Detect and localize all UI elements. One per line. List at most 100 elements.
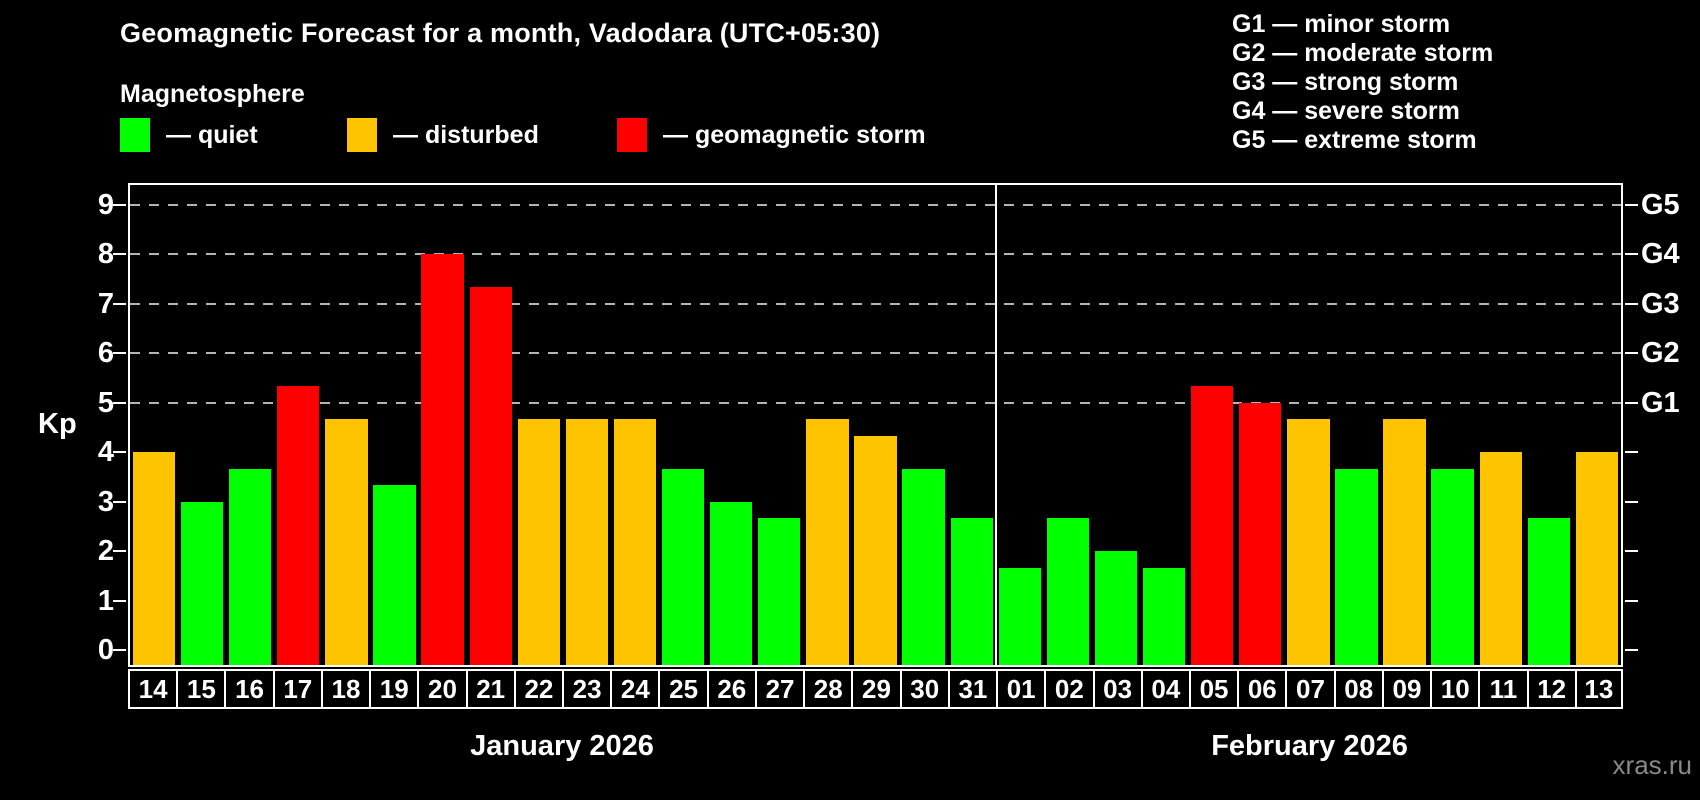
y-axis-tick-right-9	[1625, 203, 1638, 206]
kp-bar-january-30	[902, 468, 945, 665]
y-axis-tick-label-9: 9	[97, 188, 114, 221]
g-scale-legend: G1 — minor storm G2 — moderate storm G3 …	[1232, 10, 1493, 155]
right-axis-g-labels: G1 G2 G3 G4 G5	[1641, 185, 1699, 665]
kp-bar-february-07	[1287, 419, 1330, 665]
y-axis-tick-left-3	[113, 500, 126, 503]
kp-bar-february-05	[1191, 386, 1234, 665]
day-axis: 14 15 16 17 18 19 20 21 22 23 24 25 26 27 28 29 30 31 01 02…	[128, 669, 1623, 709]
g-level-label-g4: G4	[1641, 238, 1680, 271]
day-label-06: 06	[1237, 669, 1286, 709]
day-label-28: 28	[803, 669, 852, 709]
gridline-kp-8	[130, 253, 1621, 256]
y-axis-tick-left-5	[113, 401, 126, 404]
day-label-31: 31	[947, 669, 997, 709]
y-axis-tick-label-1: 1	[97, 584, 114, 617]
gridline-kp-6	[130, 352, 1621, 355]
g-level-label-g1: G1	[1641, 386, 1680, 419]
y-axis-tick-label-4: 4	[97, 436, 114, 469]
y-axis-tick-label-0: 0	[97, 634, 114, 667]
legend-item-label: — quiet	[166, 120, 258, 149]
day-label-14: 14	[128, 669, 177, 709]
kp-bar-february-09	[1383, 419, 1426, 665]
kp-bar-february-08	[1335, 468, 1378, 665]
y-axis-tick-labels: 0 1 2 3 4 5 6 7 8 9	[0, 185, 114, 667]
kp-bar-february-12	[1527, 518, 1570, 665]
kp-bar-january-24	[613, 419, 657, 665]
day-label-01: 01	[996, 669, 1045, 709]
day-label-17: 17	[272, 669, 321, 709]
kp-bar-january-19	[373, 485, 416, 665]
g-scale-line-g4: G4 — severe storm	[1232, 97, 1460, 125]
kp-bar-february-06	[1239, 402, 1282, 665]
kp-bar-february-01	[998, 567, 1041, 665]
day-label-21: 21	[465, 669, 514, 709]
day-label-12: 12	[1526, 669, 1575, 709]
kp-bar-january-25	[661, 468, 705, 665]
kp-bar-january-28	[806, 419, 849, 665]
y-axis-tick-right-2	[1625, 550, 1638, 553]
y-axis-tick-left-0	[113, 649, 126, 652]
y-axis-tick-right-6	[1625, 352, 1638, 355]
g-level-label-g2: G2	[1641, 337, 1680, 370]
legend-item-disturbed: — disturbed	[347, 118, 539, 152]
day-label-30: 30	[899, 669, 948, 709]
day-label-05: 05	[1188, 669, 1238, 709]
plot-area	[113, 183, 1638, 667]
day-label-16: 16	[224, 669, 273, 709]
kp-bar-february-10	[1431, 468, 1474, 665]
kp-bar-january-26	[710, 501, 753, 665]
y-axis-tick-right-8	[1625, 253, 1638, 256]
day-label-27: 27	[754, 669, 804, 709]
y-axis-tick-label-6: 6	[97, 337, 114, 370]
y-axis-tick-label-8: 8	[97, 238, 114, 271]
kp-bar-february-03	[1094, 551, 1138, 665]
day-label-26: 26	[706, 669, 755, 709]
day-label-10: 10	[1430, 669, 1479, 709]
kp-bar-february-11	[1479, 452, 1522, 665]
y-axis-tick-left-1	[113, 599, 126, 602]
day-label-02: 02	[1044, 669, 1093, 709]
y-axis-tick-left-4	[113, 451, 126, 454]
gridline-kp-5	[130, 401, 1621, 404]
watermark: xras.ru	[1612, 750, 1692, 780]
y-axis-tick-right-1	[1625, 599, 1638, 602]
y-axis-title: Kp	[38, 408, 77, 440]
g-scale-line-g2: G2 — moderate storm	[1232, 39, 1494, 67]
kp-bar-january-14	[132, 452, 176, 665]
kp-bar-january-17	[277, 386, 320, 665]
kp-bar-january-22	[517, 419, 560, 665]
day-label-29: 29	[851, 669, 900, 709]
day-label-13: 13	[1574, 669, 1623, 709]
g-level-label-g5: G5	[1641, 188, 1680, 221]
kp-bar-february-13	[1575, 452, 1619, 665]
y-axis-tick-left-7	[113, 302, 126, 305]
y-axis-tick-label-5: 5	[97, 386, 114, 419]
day-label-15: 15	[176, 669, 225, 709]
day-label-19: 19	[369, 669, 418, 709]
y-axis-tick-label-7: 7	[97, 287, 114, 320]
month-label-february: February 2026	[1211, 730, 1408, 762]
day-label-22: 22	[513, 669, 563, 709]
kp-bar-january-31	[950, 518, 993, 665]
day-label-24: 24	[610, 669, 659, 709]
legend-item-label: — geomagnetic storm	[663, 120, 926, 149]
y-axis-tick-label-2: 2	[97, 535, 114, 568]
y-axis-tick-right-3	[1625, 500, 1638, 503]
day-label-23: 23	[562, 669, 611, 709]
y-axis-tick-right-0	[1625, 649, 1638, 652]
y-axis-tick-left-6	[113, 352, 126, 355]
legend-item-quiet: — quiet	[120, 118, 258, 152]
g-level-label-g3: G3	[1641, 287, 1680, 320]
kp-bar-january-16	[229, 468, 272, 665]
kp-bar-january-27	[758, 518, 801, 665]
day-label-04: 04	[1140, 669, 1189, 709]
quiet-color-swatch	[120, 118, 150, 152]
day-label-18: 18	[320, 669, 370, 709]
storm-color-swatch	[617, 118, 647, 152]
month-divider	[994, 185, 997, 665]
day-label-20: 20	[417, 669, 466, 709]
day-label-03: 03	[1092, 669, 1141, 709]
gridline-kp-9	[130, 203, 1621, 206]
g-scale-line-g1: G1 — minor storm	[1232, 10, 1451, 38]
